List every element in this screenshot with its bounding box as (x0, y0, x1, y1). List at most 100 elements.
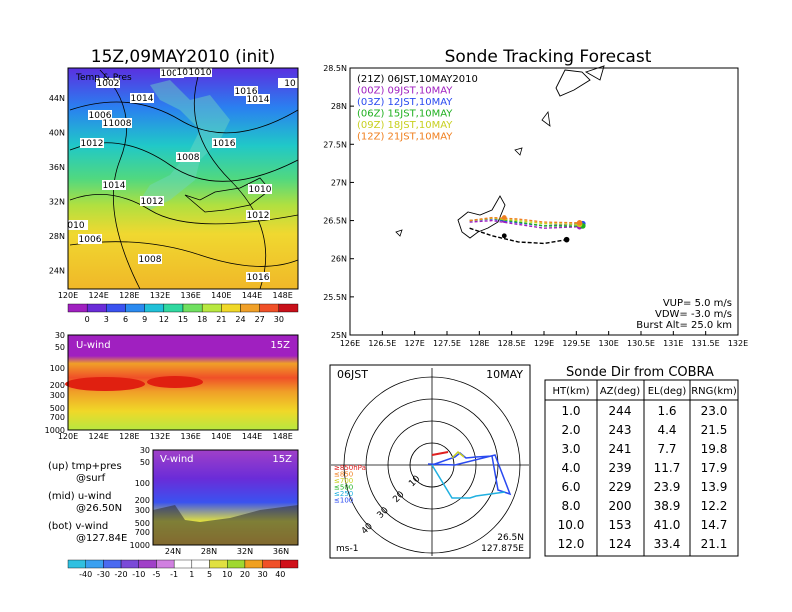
level-legend-entry: ≤100 (334, 497, 353, 505)
lon-tick-label: 144E (242, 432, 262, 441)
u-wind-time: 15Z (270, 340, 290, 351)
sonde-header-cell: HT(km) (553, 386, 590, 397)
isobar-label-bg (188, 67, 212, 77)
colorbar-cell (227, 559, 246, 569)
v-wind-lat-ticks: 24N 28N 32N 36N (165, 547, 289, 556)
isobar-label-bg (130, 93, 154, 103)
track-line (469, 227, 567, 245)
y-tick-label: 27.5N (323, 140, 347, 149)
sonde-data-cell: 3.0 (561, 442, 580, 456)
lev-tick-label: 50 (140, 458, 150, 467)
sonde-data-cell: 1.0 (561, 404, 580, 418)
isobar-label: 1008 (139, 255, 162, 265)
isobar-label: 1012 (247, 211, 270, 221)
note-bot-a: (bot) v-wind (48, 521, 108, 532)
v-wind-colorbar: -40 -30 -20 -10 -5 -1 1 5 10 20 30 40 (67, 559, 299, 579)
isobars (69, 69, 299, 290)
track-legend-entry: (09Z) 18JST,10MAY (357, 120, 453, 131)
hodograph-mid (431, 464, 506, 499)
lev-tick-label: 200 (135, 496, 150, 505)
lev-tick-label: 300 (135, 506, 150, 515)
track-y-ticks: 28.5N 28N 27.5N 27N 26.5N 26N 25.5N 25N (323, 64, 354, 340)
jet-core-east (147, 376, 203, 388)
left-title: 15Z,09MAY2010 (init) (91, 47, 276, 67)
colorbar-cell (191, 559, 210, 569)
colorbar-cell (85, 559, 104, 569)
x-tick-label: 132E (728, 339, 748, 348)
sonde-header-cell: AZ(deg) (600, 386, 640, 397)
colorbar-tick: 30 (274, 315, 284, 324)
isobar-label-bg (78, 234, 102, 244)
lev-tick-label: 700 (50, 413, 65, 422)
colorbar-cell (67, 559, 86, 569)
sonde-data-cell: 17.9 (701, 461, 728, 475)
u-wind-label: U-wind (76, 340, 111, 351)
sonde-data-cell: 7.7 (657, 442, 676, 456)
sonde-data-cell: 38.9 (654, 499, 681, 513)
isobar-label-bg (102, 180, 126, 190)
x-tick-label: 131.5E (692, 339, 720, 348)
colorbar-tick: 20 (240, 570, 250, 579)
lon-tick-label: 120E (58, 291, 78, 300)
sonde-data-cell: 33.4 (654, 537, 681, 551)
vdw-text: VDW= -3.0 m/s (655, 309, 732, 320)
sonde-header-cell: EL(deg) (648, 386, 687, 397)
sonde-data-cell: 244 (609, 404, 632, 418)
colorbar-cell (67, 303, 88, 313)
isobar-label: 1016 (213, 139, 236, 149)
isobar-label-bg (140, 196, 164, 206)
sonde-data-cell: 6.0 (561, 480, 580, 494)
lev-tick-label: 700 (135, 528, 150, 537)
track-legend-entry: (03Z) 12JST,10MAY (357, 97, 453, 108)
lat-tick-label: 36N (273, 547, 289, 556)
terrain-mask (153, 505, 298, 545)
x-tick-label: 128.5E (498, 339, 526, 348)
colorbar-cell (262, 559, 281, 569)
level-legend-entry: ≤700 (334, 477, 353, 485)
colorbar-tick: 6 (123, 315, 128, 324)
sonde-data-cell: 11.7 (654, 461, 681, 475)
sonde-data-cell: 13.9 (701, 480, 728, 494)
lev-tick-label: 500 (50, 404, 65, 413)
y-tick-label: 26N (331, 255, 347, 264)
note-mid-b: @26.50N (76, 503, 122, 514)
sonde-data-cell: 4.0 (561, 461, 580, 475)
colorbar-cell (173, 559, 193, 569)
track-lines (469, 215, 586, 245)
x-tick-label: 129.5E (562, 339, 590, 348)
hodograph-upper (427, 452, 512, 496)
sonde-table-title: Sonde Dir from COBRA (566, 365, 714, 380)
x-tick-label: 126E (340, 339, 360, 348)
sonde-data-cell: 12.2 (701, 499, 728, 513)
colorbar-tick: 0 (85, 315, 90, 324)
japan-land-shade (140, 80, 230, 210)
colorbar-cell (259, 303, 280, 313)
small-islands (514, 110, 551, 156)
colorbar-tick: 9 (142, 315, 147, 324)
track-x-ticks: 126E 126.5E 127E 127.5E 128E 128.5E 129E 129.5E… (340, 331, 748, 348)
sonde-data-cell: 124 (609, 537, 632, 551)
polar-title-left: 06JST (337, 368, 368, 381)
kume-island (395, 229, 403, 237)
colorbar-cell (278, 303, 299, 313)
lat-tick-label: 28N (201, 547, 217, 556)
lev-tick-label: 500 (135, 519, 150, 528)
colorbar-cell (86, 303, 107, 313)
track-legend-entry: (12Z) 21JST,10MAY (357, 132, 453, 143)
isobar-label: 10 (284, 79, 296, 89)
sonde-data-cell: 41.0 (654, 518, 681, 532)
colorbar-cell (106, 303, 126, 313)
temp-lat-ticks: 44N 40N 36N 32N 28N 24N (49, 94, 65, 276)
note-bot-b: @127.84E (76, 533, 127, 544)
colorbar-tick: -20 (115, 570, 128, 579)
colorbar-tick: 24 (235, 315, 245, 324)
isobar-label-bg (234, 86, 258, 96)
isobar-label-bg (212, 138, 236, 148)
isobar-label: 1002 (97, 79, 120, 89)
lon-tick-label: 132E (150, 432, 170, 441)
colorbar-cell (280, 559, 299, 569)
lon-tick-label: 128E (119, 432, 139, 441)
temp-panel-frame (67, 67, 299, 290)
